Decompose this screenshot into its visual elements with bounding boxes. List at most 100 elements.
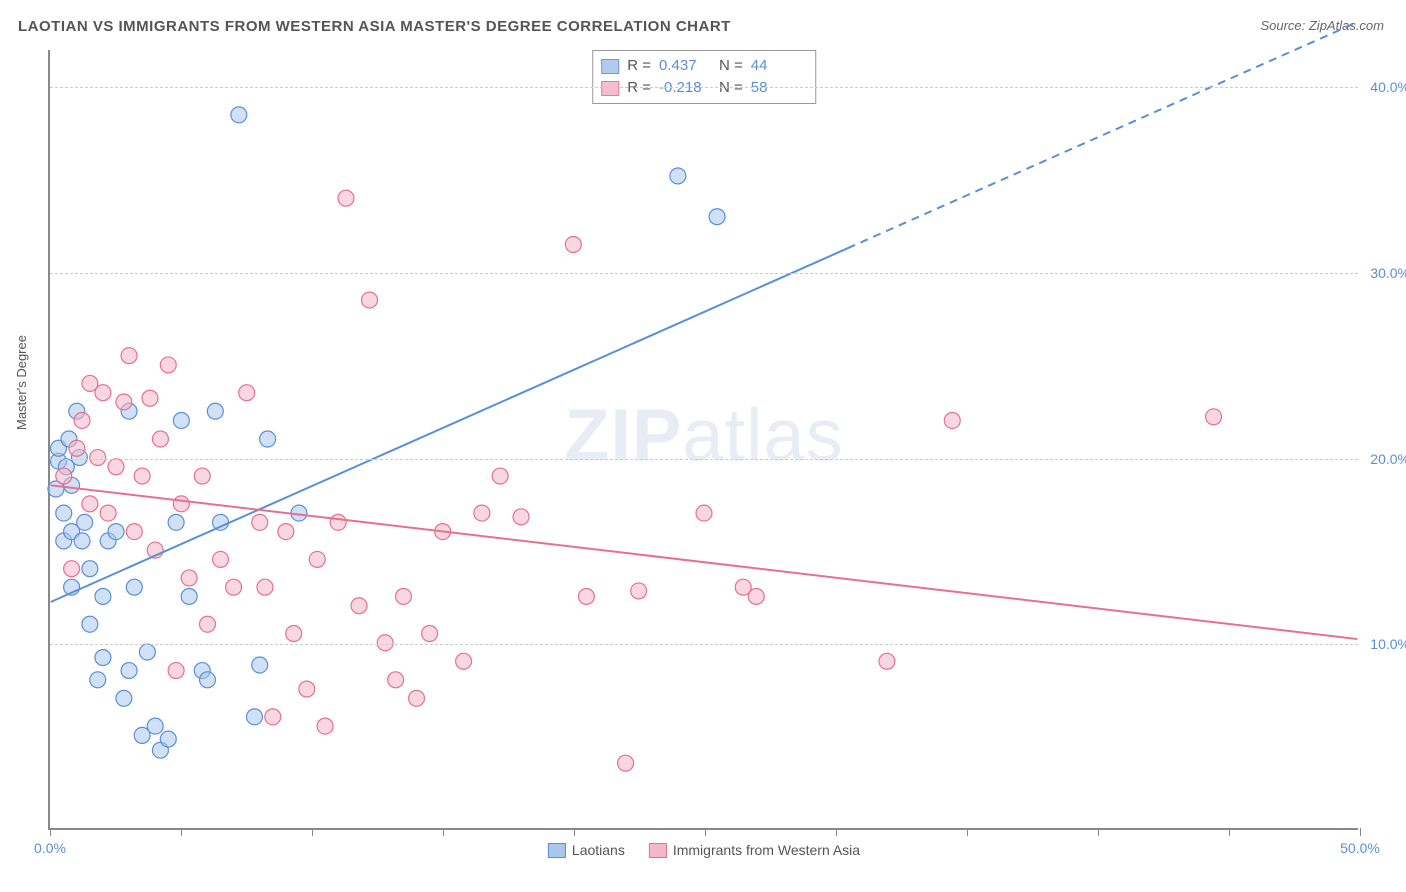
data-point [330, 514, 346, 530]
y-tick-label: 40.0% [1370, 79, 1406, 95]
y-tick-label: 20.0% [1370, 451, 1406, 467]
data-point [95, 588, 111, 604]
data-point [377, 635, 393, 651]
data-point [422, 626, 438, 642]
data-point [252, 657, 268, 673]
data-point [95, 650, 111, 666]
data-point [578, 588, 594, 604]
data-point [181, 570, 197, 586]
data-point [173, 496, 189, 512]
data-point [90, 672, 106, 688]
data-point [160, 731, 176, 747]
y-tick-label: 10.0% [1370, 636, 1406, 652]
data-point [181, 588, 197, 604]
stat-r-label: R = [627, 55, 651, 77]
data-point [160, 357, 176, 373]
y-axis-label: Master's Degree [14, 335, 29, 430]
stat-n-label: N = [719, 55, 743, 77]
legend-swatch [649, 843, 667, 858]
data-point [100, 505, 116, 521]
data-point [474, 505, 490, 521]
y-tick-label: 30.0% [1370, 265, 1406, 281]
source-attribution: Source: ZipAtlas.com [1260, 18, 1384, 33]
data-point [252, 514, 268, 530]
data-point [709, 209, 725, 225]
data-point [309, 551, 325, 567]
data-point [90, 450, 106, 466]
data-point [944, 412, 960, 428]
x-tick [574, 828, 575, 836]
data-point [748, 588, 764, 604]
data-point [82, 561, 98, 577]
data-point [213, 551, 229, 567]
data-point [95, 385, 111, 401]
data-point [126, 579, 142, 595]
data-point [260, 431, 276, 447]
stat-n-value: 44 [751, 55, 803, 77]
data-point [338, 190, 354, 206]
data-point [168, 514, 184, 530]
x-tick [312, 828, 313, 836]
x-tick-label: 50.0% [1340, 840, 1380, 856]
data-point [879, 653, 895, 669]
legend-swatch [548, 843, 566, 858]
data-point [278, 524, 294, 540]
gridline [50, 644, 1358, 645]
data-point [147, 718, 163, 734]
regression-line-extrapolated [848, 22, 1358, 248]
data-point [231, 107, 247, 123]
data-point [247, 709, 263, 725]
x-tick-label: 0.0% [34, 840, 66, 856]
data-point [56, 468, 72, 484]
series-legend: Laotians Immigrants from Western Asia [548, 842, 860, 858]
data-point [126, 524, 142, 540]
series-legend-item: Laotians [548, 842, 625, 858]
data-point [56, 505, 72, 521]
data-point [631, 583, 647, 599]
data-point [513, 509, 529, 525]
series-legend-item: Immigrants from Western Asia [649, 842, 860, 858]
gridline [50, 459, 1358, 460]
data-point [696, 505, 712, 521]
data-point [74, 412, 90, 428]
data-point [116, 394, 132, 410]
data-point [239, 385, 255, 401]
data-point [265, 709, 281, 725]
data-point [299, 681, 315, 697]
gridline [50, 273, 1358, 274]
data-point [139, 644, 155, 660]
data-point [213, 514, 229, 530]
data-point [108, 524, 124, 540]
data-point [199, 616, 215, 632]
data-point [565, 237, 581, 253]
x-tick [1098, 828, 1099, 836]
data-point [207, 403, 223, 419]
data-point [152, 431, 168, 447]
data-point [168, 663, 184, 679]
series-legend-label: Immigrants from Western Asia [673, 842, 860, 858]
data-point [618, 755, 634, 771]
x-tick [443, 828, 444, 836]
x-tick [181, 828, 182, 836]
scatter-svg [50, 50, 1358, 828]
data-point [142, 390, 158, 406]
x-tick [1229, 828, 1230, 836]
data-point [116, 690, 132, 706]
data-point [74, 533, 90, 549]
data-point [351, 598, 367, 614]
data-point [77, 514, 93, 530]
stat-r-value: 0.437 [659, 55, 711, 77]
x-tick [836, 828, 837, 836]
data-point [388, 672, 404, 688]
chart-title: LAOTIAN VS IMMIGRANTS FROM WESTERN ASIA … [18, 18, 731, 35]
legend-swatch [601, 59, 619, 74]
stats-legend-row: R = 0.437 N = 44 [601, 55, 803, 77]
data-point [395, 588, 411, 604]
data-point [362, 292, 378, 308]
data-point [409, 690, 425, 706]
series-legend-label: Laotians [572, 842, 625, 858]
data-point [257, 579, 273, 595]
data-point [226, 579, 242, 595]
data-point [199, 672, 215, 688]
gridline [50, 87, 1358, 88]
